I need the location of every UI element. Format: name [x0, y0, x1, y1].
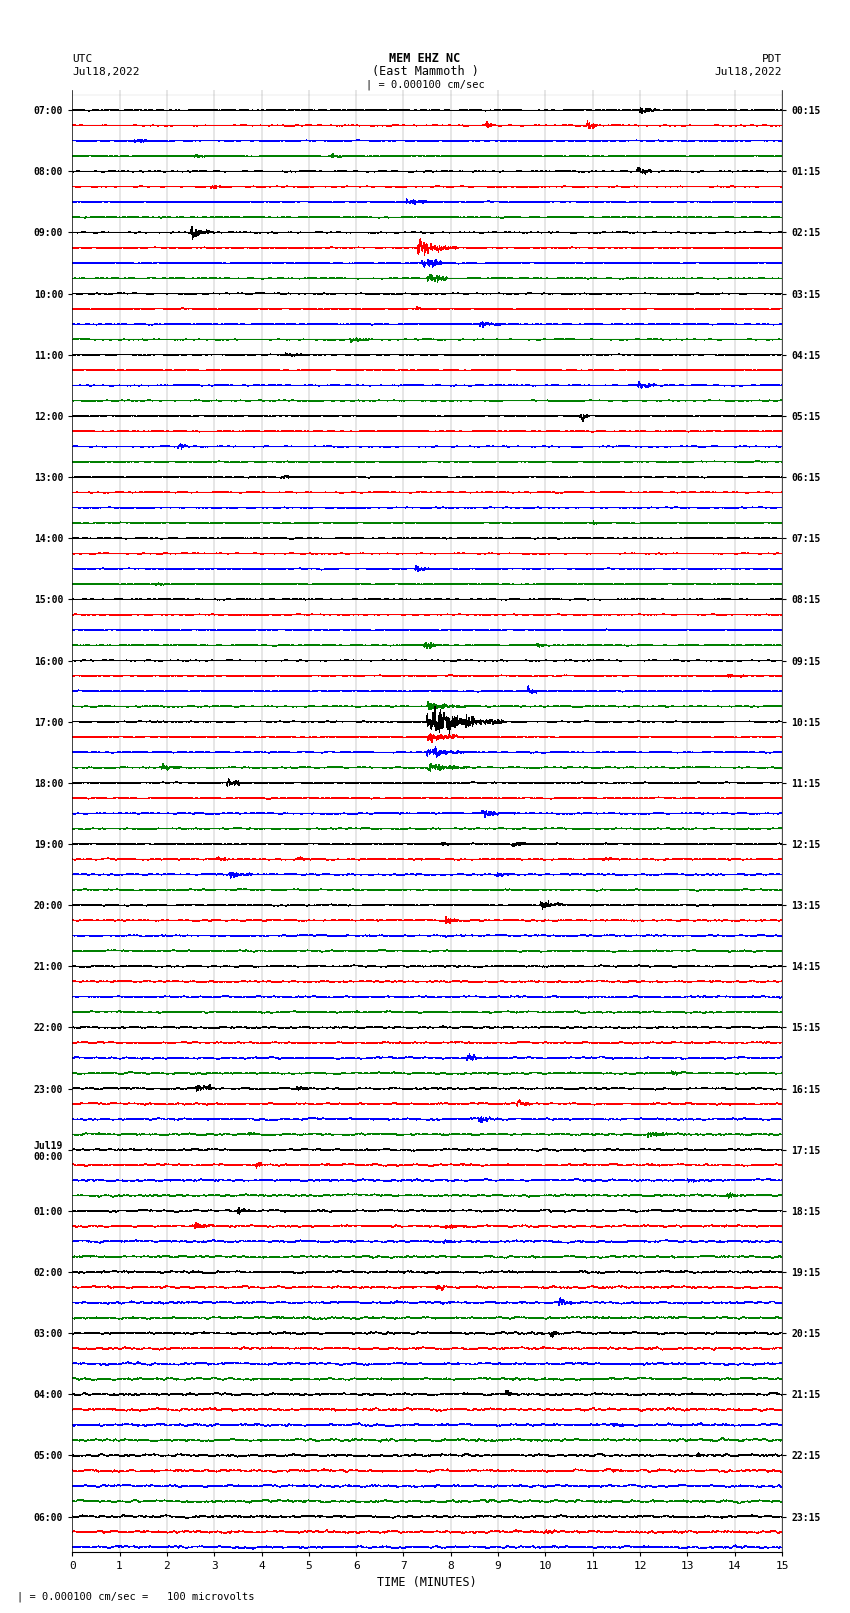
Text: | = 0.000100 cm/sec: | = 0.000100 cm/sec	[366, 79, 484, 90]
X-axis label: TIME (MINUTES): TIME (MINUTES)	[377, 1576, 477, 1589]
Text: MEM EHZ NC: MEM EHZ NC	[389, 52, 461, 66]
Text: (East Mammoth ): (East Mammoth )	[371, 65, 479, 79]
Text: | = 0.000100 cm/sec =   100 microvolts: | = 0.000100 cm/sec = 100 microvolts	[17, 1592, 254, 1602]
Text: Jul18,2022: Jul18,2022	[72, 66, 139, 77]
Text: UTC: UTC	[72, 53, 93, 65]
Text: PDT: PDT	[762, 53, 782, 65]
Text: Jul18,2022: Jul18,2022	[715, 66, 782, 77]
